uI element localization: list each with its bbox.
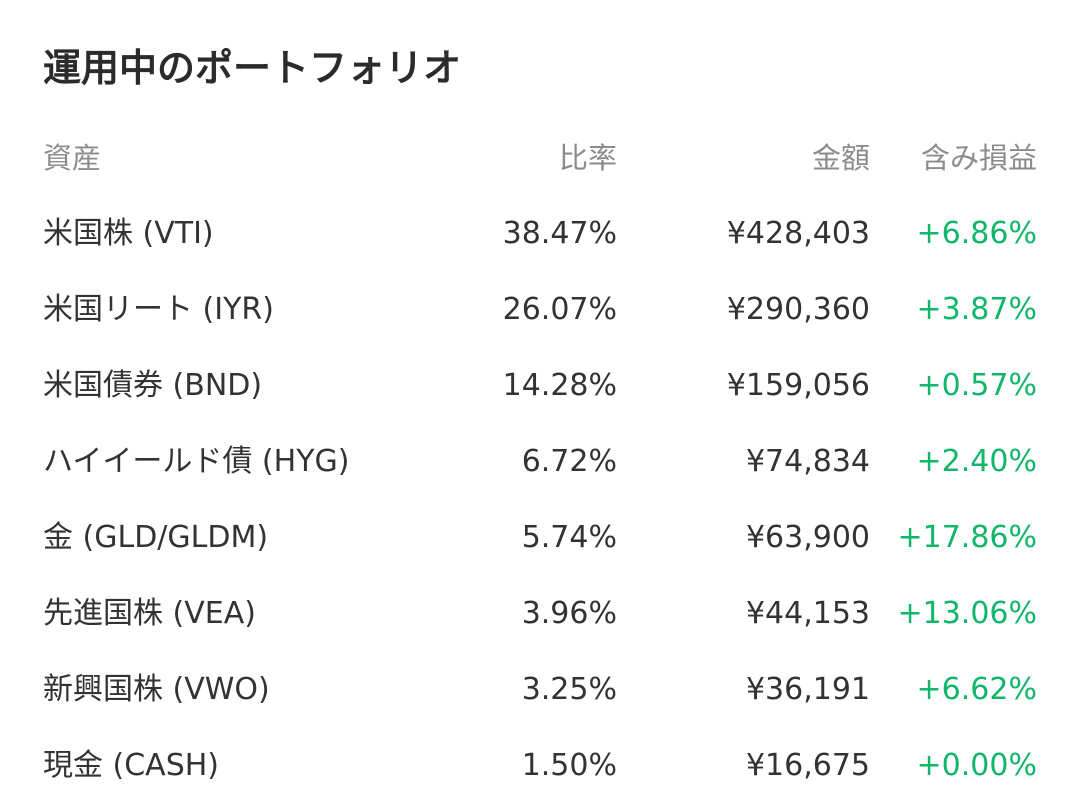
asset-name: 新興国株 (VWO) [43, 672, 270, 707]
table-row[interactable]: 米国債券 (BND) 14.28% ¥159,056 +0.57% [0, 348, 1080, 424]
asset-amount: ¥16,675 [745, 748, 870, 783]
table-row[interactable]: ハイイールド債 (HYG) 6.72% ¥74,834 +2.40% [0, 424, 1080, 500]
asset-pnl: +0.00% [916, 748, 1037, 783]
asset-pnl: +2.40% [916, 444, 1037, 479]
asset-name: 米国リート (IYR) [43, 292, 274, 327]
asset-amount: ¥290,360 [726, 292, 870, 327]
asset-amount: ¥428,403 [726, 216, 870, 251]
asset-amount: ¥74,834 [745, 444, 870, 479]
asset-name: ハイイールド債 (HYG) [43, 444, 350, 479]
table-row[interactable]: 先進国株 (VEA) 3.96% ¥44,153 +13.06% [0, 576, 1080, 652]
asset-pnl: +17.86% [897, 520, 1037, 555]
table-row[interactable]: 米国リート (IYR) 26.07% ¥290,360 +3.87% [0, 272, 1080, 348]
table-row[interactable]: 現金 (CASH) 1.50% ¥16,675 +0.00% [0, 728, 1080, 804]
asset-name: 米国債券 (BND) [43, 368, 263, 403]
asset-pnl: +0.57% [916, 368, 1037, 403]
asset-name: 先進国株 (VEA) [43, 596, 256, 631]
asset-name: 米国株 (VTI) [43, 216, 214, 251]
asset-amount: ¥63,900 [745, 520, 870, 555]
table-row[interactable]: 新興国株 (VWO) 3.25% ¥36,191 +6.62% [0, 652, 1080, 728]
header-amount: 金額 [811, 141, 870, 175]
table-row[interactable]: 米国株 (VTI) 38.47% ¥428,403 +6.86% [0, 196, 1080, 272]
asset-ratio: 1.50% [521, 748, 617, 783]
asset-ratio: 3.25% [521, 672, 617, 707]
header-pnl: 含み損益 [920, 141, 1037, 175]
asset-ratio: 26.07% [502, 292, 617, 327]
asset-amount: ¥44,153 [745, 596, 870, 631]
asset-ratio: 6.72% [521, 444, 617, 479]
table-row[interactable]: 金 (GLD/GLDM) 5.74% ¥63,900 +17.86% [0, 500, 1080, 576]
asset-name: 現金 (CASH) [43, 748, 220, 783]
asset-pnl: +6.62% [916, 672, 1037, 707]
asset-pnl: +6.86% [916, 216, 1037, 251]
header-ratio: 比率 [558, 141, 617, 175]
table-header: 資産 比率 金額 含み損益 [0, 120, 1080, 196]
asset-pnl: +13.06% [897, 596, 1037, 631]
asset-pnl: +3.87% [916, 292, 1037, 327]
asset-ratio: 3.96% [521, 596, 617, 631]
asset-name: 金 (GLD/GLDM) [43, 520, 269, 555]
asset-ratio: 5.74% [521, 520, 617, 555]
asset-amount: ¥159,056 [726, 368, 870, 403]
asset-ratio: 38.47% [502, 216, 617, 251]
page-title: 運用中のポートフォリオ [43, 46, 462, 90]
portfolio-table: 資産 比率 金額 含み損益 米国株 (VTI) 38.47% ¥428,403 … [0, 120, 1080, 804]
asset-amount: ¥36,191 [745, 672, 870, 707]
asset-ratio: 14.28% [502, 368, 617, 403]
header-asset: 資産 [43, 141, 102, 175]
